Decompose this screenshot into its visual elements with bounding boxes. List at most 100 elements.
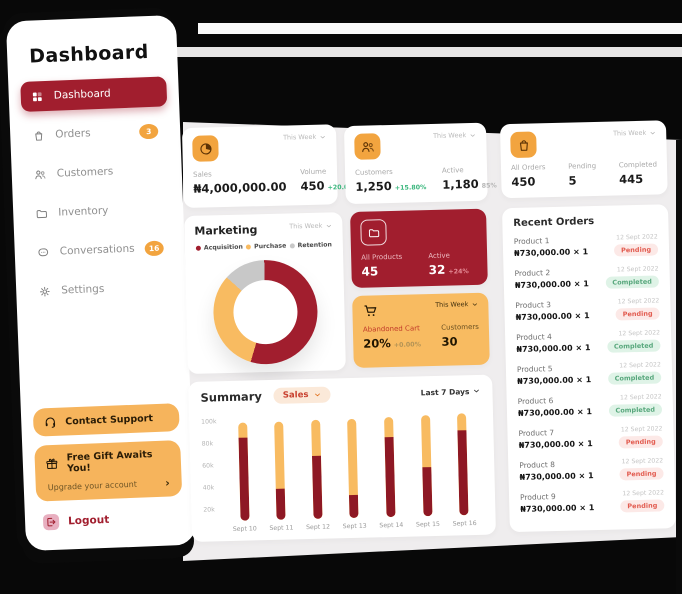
users-icon xyxy=(354,133,381,160)
order-product-name: Product 3 xyxy=(515,300,552,310)
period-label: This Week xyxy=(289,221,323,231)
stat-label: Active xyxy=(428,251,451,261)
order-price: ₦730,000.00 × 1 xyxy=(516,343,591,354)
order-status-badge: Pending xyxy=(615,307,660,321)
chevron-down-icon xyxy=(471,300,478,307)
sidebar: Dashboard Dashboard Orders 3 Customers I… xyxy=(5,14,197,552)
bar-completed xyxy=(275,488,286,520)
stat-value: 30 xyxy=(441,334,458,349)
stat-delta: +0.00% xyxy=(393,341,422,349)
sidebar-item-dashboard[interactable]: Dashboard xyxy=(20,76,168,112)
stat-delta: +15.80% xyxy=(394,184,427,192)
order-date: 12 Sept 2022 xyxy=(619,361,661,370)
period-selector[interactable]: This Week xyxy=(283,133,326,142)
logout-icon xyxy=(42,513,60,531)
order-product-name: Product 1 xyxy=(513,236,550,246)
chevron-down-icon xyxy=(319,133,326,140)
sidebar-item-conversations[interactable]: Conversations 16 xyxy=(26,232,173,268)
order-row[interactable]: Product 5 ₦730,000.00 × 1 12 Sept 2022 C… xyxy=(517,359,662,395)
period-selector[interactable]: This Week xyxy=(433,131,476,140)
order-product-name: Product 2 xyxy=(514,268,551,278)
x-axis-label: Sept 15 xyxy=(415,520,441,529)
upgrade-gift-button[interactable]: Free Gift Awaits You! Upgrade your accou… xyxy=(34,440,183,502)
nav-item-label: Customers xyxy=(56,165,114,180)
bar-total xyxy=(420,414,433,517)
x-axis-label: Sept 14 xyxy=(379,521,404,530)
order-row[interactable]: Product 1 ₦730,000.00 × 1 12 Sept 2022 P… xyxy=(514,231,659,267)
gift-icon xyxy=(45,457,60,472)
logout-button[interactable]: Logout xyxy=(37,505,184,535)
stat-label: All Orders xyxy=(510,163,546,173)
sales-stat-card: This Week Sales ₦4,000,000.00 Volume 450… xyxy=(181,124,359,209)
x-axis-label: Sept 12 xyxy=(305,523,331,532)
range-label: Last 7 Days xyxy=(420,386,470,397)
nav-item-label: Settings xyxy=(61,282,105,297)
chevron-down-icon xyxy=(472,387,480,395)
order-row[interactable]: Product 4 ₦730,000.00 × 1 12 Sept 2022 C… xyxy=(516,327,661,363)
order-date: 12 Sept 2022 xyxy=(622,489,665,498)
period-selector[interactable]: This Week xyxy=(289,221,332,230)
nav-icon xyxy=(34,168,47,181)
bar-completed xyxy=(457,430,469,516)
x-axis-label: Sept 13 xyxy=(342,522,367,531)
order-row[interactable]: Product 2 ₦730,000.00 × 1 12 Sept 2022 C… xyxy=(514,263,659,299)
bar-total xyxy=(237,422,250,521)
sidebar-item-customers[interactable]: Customers xyxy=(23,154,170,190)
order-row[interactable]: Product 3 ₦730,000.00 × 1 12 Sept 2022 P… xyxy=(515,295,660,331)
marketing-card: Marketing This Week Acquisition Purchase… xyxy=(184,212,346,375)
legend-item: Retention xyxy=(289,241,332,249)
bar-total xyxy=(310,419,323,519)
backdrop-stripe xyxy=(198,23,682,34)
contact-support-button[interactable]: Contact Support xyxy=(32,403,180,437)
metric-label: Sales xyxy=(282,390,309,401)
period-selector[interactable]: This Week xyxy=(435,300,478,309)
order-date: 12 Sept 2022 xyxy=(617,297,660,306)
order-price: ₦730,000.00 × 1 xyxy=(514,279,589,290)
order-row[interactable]: Product 6 ₦730,000.00 × 1 12 Sept 2022 C… xyxy=(518,391,663,427)
period-selector[interactable]: This Week xyxy=(613,128,656,138)
order-row[interactable]: Product 7 ₦730,000.00 × 1 12 Sept 2022 P… xyxy=(518,423,663,459)
order-row[interactable]: Product 9 ₦730,000.00 × 1 12 Sept 2022 P… xyxy=(520,487,665,523)
order-status-badge: Pending xyxy=(620,499,665,513)
sidebar-nav: Dashboard Orders 3 Customers Inventory C… xyxy=(8,76,187,307)
nav-icon xyxy=(38,284,51,297)
gift-subtitle: Upgrade your account xyxy=(47,479,138,493)
bar-column: Sept 16 xyxy=(449,405,478,528)
order-date: 12 Sept 2022 xyxy=(621,457,664,466)
recent-orders-panel: Recent Orders Product 1 ₦730,000.00 × 1 … xyxy=(501,204,676,533)
marketing-title: Marketing xyxy=(194,223,258,238)
sidebar-item-settings[interactable]: Settings xyxy=(28,271,175,307)
range-selector[interactable]: Last 7 Days xyxy=(420,386,481,397)
bar-plot: Sept 10 Sept 11 Sept 12 Sept 13 Sept 14 … xyxy=(223,405,484,533)
stat-value: 1,180 xyxy=(442,176,479,192)
order-price: ₦730,000.00 × 1 xyxy=(517,407,593,418)
chevron-down-icon xyxy=(325,222,332,229)
x-axis-label: Sept 10 xyxy=(232,525,257,533)
logout-label: Logout xyxy=(67,513,110,528)
order-price: ₦730,000.00 × 1 xyxy=(515,311,590,322)
order-date: 12 Sept 2022 xyxy=(619,393,662,402)
order-price: ₦730,000.00 × 1 xyxy=(517,375,592,386)
donut-legend: Acquisition Purchase Retention xyxy=(195,241,333,252)
stat-value: 445 xyxy=(618,171,644,187)
order-product-name: Product 7 xyxy=(518,428,555,438)
period-label: This Week xyxy=(432,131,467,140)
stat-label: Completed xyxy=(618,160,658,170)
bar-total xyxy=(384,416,396,518)
stat-value: 450 xyxy=(511,174,536,190)
nav-item-label: Conversations xyxy=(59,242,135,258)
x-axis-label: Sept 11 xyxy=(269,524,294,533)
order-date: 12 Sept 2022 xyxy=(618,329,661,338)
sidebar-item-inventory[interactable]: Inventory xyxy=(25,193,172,229)
abandoned-cart-card: This Week Abandoned Cart 20% +0.00% Custo… xyxy=(352,292,490,368)
order-row[interactable]: Product 8 ₦730,000.00 × 1 12 Sept 2022 P… xyxy=(519,455,664,491)
nav-item-label: Orders xyxy=(55,127,91,141)
bar-column: Sept 12 xyxy=(302,409,331,532)
bar-completed xyxy=(422,466,433,517)
metric-selector[interactable]: Sales xyxy=(273,386,331,404)
cart-icon xyxy=(362,302,378,318)
order-status-badge: Completed xyxy=(606,339,661,353)
headset-icon xyxy=(43,415,58,430)
sidebar-item-orders[interactable]: Orders 3 xyxy=(22,115,169,151)
